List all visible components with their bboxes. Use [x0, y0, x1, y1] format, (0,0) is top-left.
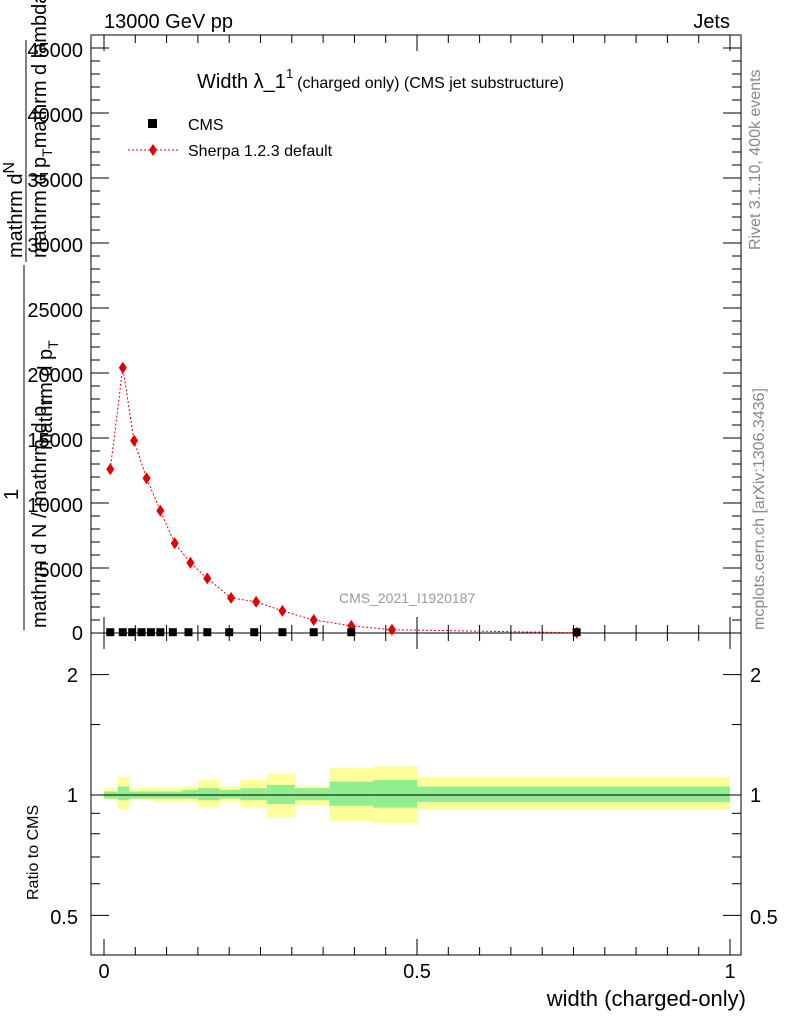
ratio-band-inner	[329, 781, 374, 806]
ratio-tick-label: 2	[67, 665, 78, 687]
y-label-denominator-2: mathrm d pT	[35, 340, 61, 450]
analysis-watermark: CMS_2021_I1920187	[339, 590, 475, 606]
y-tick-label: 15000	[27, 430, 83, 452]
y-label-numerator-denom: mathrm d pTmathrm d lambda	[29, 0, 55, 258]
y-tick-labels-main: 0 5000 10000 15000 20000 25000 30000 350…	[27, 40, 83, 645]
data-series	[106, 361, 581, 639]
ratio-band-inner	[417, 786, 730, 803]
x-tick-label: 0.5	[403, 961, 431, 983]
y-tick-label: 35000	[27, 170, 83, 192]
sherpa-point	[252, 595, 261, 608]
y-label-denominator: mathrm d N / mathrm d pT	[29, 397, 55, 628]
cms-point	[128, 628, 137, 637]
sherpa-point	[309, 614, 318, 626]
legend-sherpa-label: Sherpa 1.2.3 default	[188, 143, 333, 160]
sherpa-point	[142, 472, 151, 485]
sherpa-point	[203, 572, 212, 585]
cms-point	[184, 628, 193, 637]
sherpa-point	[170, 537, 179, 550]
y-tick-labels-ratio: 2 1 0.5 2 1 0.5	[50, 665, 778, 929]
ratio-frame	[90, 632, 742, 956]
main-y-axis-label: mathrm dN mathrm d pTmathrm d lambda 1 m…	[1, 0, 61, 630]
ratio-band-inner	[240, 788, 267, 801]
axis-ticks	[91, 35, 741, 955]
y-tick-label: 0	[72, 623, 83, 645]
ratio-band-inner	[219, 789, 241, 799]
ratio-band-inner	[182, 789, 198, 799]
plot-title: Width λ_11(charged only) (CMS jet substr…	[197, 66, 564, 93]
cms-point	[137, 628, 146, 637]
mcplots-ref: mcplots.cern.ch [arXiv:1306.3436]	[751, 388, 768, 630]
ratio-band-inner	[294, 788, 330, 801]
y-tick-label: 40000	[27, 105, 83, 127]
sherpa-point	[118, 361, 127, 374]
y-tick-label: 10000	[27, 495, 83, 517]
sherpa-point	[106, 463, 115, 476]
cms-point	[118, 628, 127, 637]
ratio-tick-label-right: 1	[750, 785, 761, 807]
sherpa-point	[156, 504, 165, 517]
sherpa-line	[109, 367, 577, 634]
x-tick-label: 1	[724, 961, 735, 983]
cms-point	[278, 628, 287, 637]
ratio-tick-label-right: 0.5	[750, 907, 778, 929]
cms-point	[168, 628, 177, 637]
legend: CMS Sherpa 1.2.3 default	[128, 117, 333, 160]
cms-point	[347, 628, 356, 637]
cms-point	[106, 628, 115, 637]
cms-point	[225, 628, 234, 637]
y-tick-label: 45000	[27, 40, 83, 62]
ratio-tick-label: 0.5	[50, 907, 78, 929]
cms-point	[203, 628, 212, 637]
cms-point	[146, 628, 155, 637]
legend-cms-label: CMS	[188, 117, 224, 134]
legend-sherpa-marker	[149, 144, 157, 156]
y-label-one: 1	[1, 489, 23, 500]
ratio-tick-label-right: 2	[750, 665, 761, 687]
header-left: 13000 GeV pp	[104, 11, 233, 33]
sherpa-point	[130, 434, 139, 447]
ratio-y-axis-label: Ratio to CMS	[25, 805, 42, 900]
ratio-band-inner	[117, 786, 130, 801]
y-label-numerator: mathrm dN	[1, 162, 27, 258]
x-tick-labels: 0 0.5 1	[98, 961, 735, 983]
y-tick-label: 20000	[27, 365, 83, 387]
ratio-band-inner	[373, 780, 417, 808]
header-right: Jets	[693, 11, 730, 33]
sherpa-point	[186, 556, 195, 569]
rivet-version: Rivet 3.1.10, 400k events	[747, 69, 764, 250]
legend-cms-marker	[148, 119, 157, 128]
cms-point	[250, 628, 259, 637]
y-tick-label: 5000	[39, 560, 84, 582]
sherpa-point	[278, 604, 287, 617]
cms-point	[572, 628, 581, 637]
sherpa-point	[387, 623, 396, 636]
ratio-band-inner	[197, 788, 220, 801]
cms-point	[156, 628, 165, 637]
x-tick-label: 0	[98, 961, 109, 983]
ratio-tick-label: 1	[67, 785, 78, 807]
x-axis-label: width (charged-only)	[546, 986, 746, 1011]
sherpa-point	[227, 591, 236, 604]
y-tick-label: 25000	[27, 300, 83, 322]
y-tick-label: 30000	[27, 235, 83, 257]
cms-point	[309, 628, 318, 637]
ratio-band-inner	[266, 784, 295, 804]
